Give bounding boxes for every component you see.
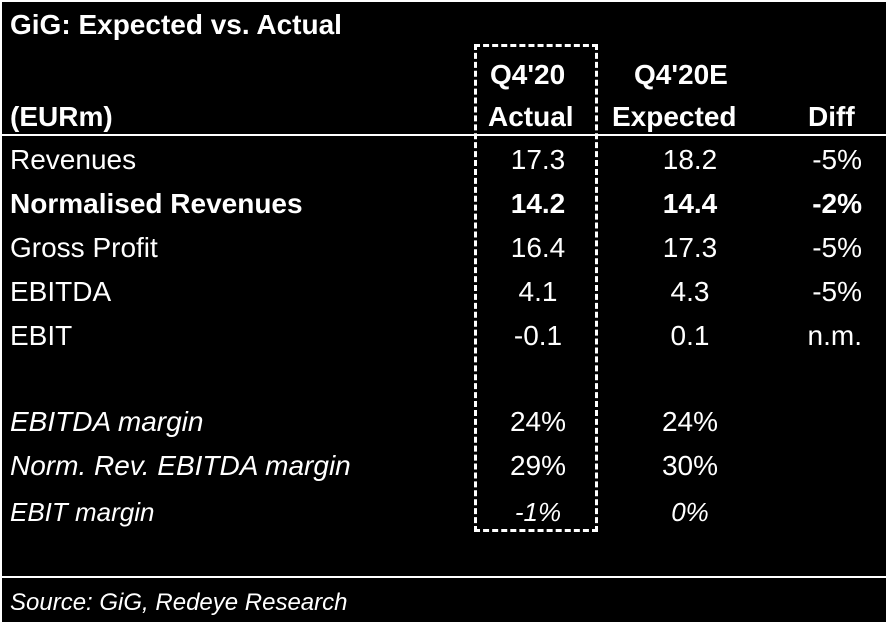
row-actual-value: 17.3 (510, 144, 566, 175)
row-label: EBIT (10, 320, 73, 351)
row-expected-value: 4.3 (670, 276, 710, 307)
row-diff-value: n.m. (807, 320, 862, 351)
margin-label: EBIT margin (10, 497, 155, 527)
table-title: GiG: Expected vs. Actual (10, 9, 342, 40)
row-label: Normalised Revenues (10, 188, 303, 219)
row-expected-value: 14.4 (662, 188, 718, 219)
row-expected-value: 17.3 (662, 232, 718, 263)
header-expected-period: Q4'20E (634, 59, 728, 90)
row-expected-value: 18.2 (662, 144, 718, 175)
margin-expected-value: 0% (671, 497, 709, 527)
margin-actual-value: 24% (509, 406, 567, 437)
header-actual: Actual (488, 101, 574, 132)
row-actual-value: 14.2 (510, 188, 566, 219)
header-divider (2, 134, 886, 136)
margin-label: Norm. Rev. EBITDA margin (10, 450, 351, 481)
header-expected: Expected (612, 101, 737, 132)
row-diff-value: -5% (812, 232, 862, 263)
row-actual-value: 16.4 (510, 232, 566, 263)
header-actual-period: Q4'20 (490, 59, 566, 90)
header-diff: Diff (808, 101, 855, 132)
source-note: Source: GiG, Redeye Research (10, 589, 348, 616)
row-label: Revenues (10, 144, 137, 175)
row-expected-value: 0.1 (670, 320, 710, 351)
header-unit: (EURm) (10, 101, 113, 132)
margin-expected-value: 24% (661, 406, 719, 437)
row-label: Gross Profit (10, 232, 158, 263)
margin-label: EBITDA margin (10, 406, 204, 437)
footer-divider (2, 576, 886, 578)
row-actual-value: 4.1 (518, 276, 558, 307)
row-actual-value: -0.1 (513, 320, 563, 351)
margin-actual-value: -1% (514, 497, 562, 527)
margin-expected-value: 30% (661, 450, 719, 481)
row-label: EBITDA (10, 276, 112, 307)
actual-column-highlight (474, 44, 598, 532)
margin-actual-value: 29% (509, 450, 567, 481)
row-diff-value: -5% (812, 144, 862, 175)
row-diff-value: -2% (812, 188, 862, 219)
row-diff-value: -5% (812, 276, 862, 307)
